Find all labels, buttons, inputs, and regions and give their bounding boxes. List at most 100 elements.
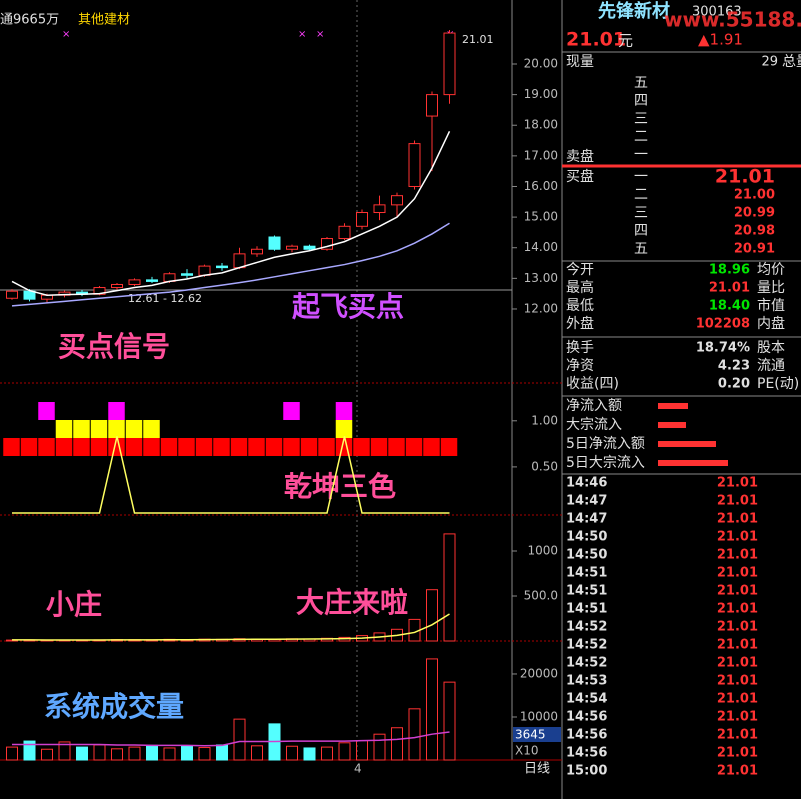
ma-line bbox=[12, 613, 450, 641]
label: 买盘 bbox=[566, 168, 594, 185]
range-label: 12.61 - 12.62 bbox=[128, 292, 202, 305]
volume-bar bbox=[198, 747, 211, 761]
candle-body bbox=[6, 290, 18, 299]
volume-bar bbox=[76, 746, 88, 761]
sector-label: 其他建材 bbox=[78, 13, 130, 28]
annotation: 大庄来啦 bbox=[296, 586, 408, 619]
stat-label: 内盘 bbox=[757, 315, 785, 332]
volume-bar bbox=[6, 746, 18, 761]
candle-body bbox=[338, 225, 351, 240]
volume-bar bbox=[391, 727, 403, 761]
red-square bbox=[160, 438, 178, 456]
label: 现量 bbox=[566, 54, 594, 70]
stat-value: 21.01 bbox=[709, 281, 750, 296]
price-unit: 元 bbox=[618, 32, 633, 50]
signal-cross: × bbox=[316, 29, 324, 40]
tick-price: 21.01 bbox=[717, 530, 758, 545]
red-square bbox=[125, 438, 143, 456]
stock-code: 300163 bbox=[692, 5, 742, 20]
red-square bbox=[90, 438, 108, 456]
volume-bar bbox=[216, 744, 228, 761]
stat-label: 均价 bbox=[757, 262, 785, 278]
y-tick-label: 1.00 bbox=[531, 413, 558, 427]
flow-label: 5日净流入额 bbox=[566, 436, 645, 452]
ma-line bbox=[12, 731, 450, 747]
volume-bar bbox=[146, 744, 158, 761]
sell-level: 四 bbox=[634, 93, 648, 109]
red-square bbox=[265, 438, 283, 456]
stat-value: 18.40 bbox=[709, 299, 750, 314]
red-square bbox=[178, 438, 195, 456]
y-tick-label: 1000 bbox=[527, 544, 558, 558]
ma-line bbox=[12, 436, 450, 514]
y-tick-label: 12.00 bbox=[524, 301, 558, 315]
yellow-square bbox=[55, 420, 73, 438]
stat-label: 收益(四) bbox=[566, 376, 619, 392]
buy-price: 20.91 bbox=[734, 242, 775, 257]
flow-bar bbox=[658, 403, 688, 409]
tick-time: 14:51 bbox=[566, 602, 607, 617]
ma-line bbox=[11, 222, 450, 307]
tick-time: 14:56 bbox=[566, 746, 607, 761]
y-tick-label: 0.50 bbox=[531, 459, 558, 473]
dealer-bar bbox=[426, 589, 438, 642]
tick-price: 21.01 bbox=[717, 584, 758, 599]
y-tick-label: 10000 bbox=[520, 709, 558, 723]
candle-body bbox=[408, 143, 421, 187]
tick-time: 14:50 bbox=[566, 548, 607, 563]
sell-level: 二 bbox=[634, 129, 648, 145]
y-tick-label: 14.00 bbox=[524, 240, 558, 254]
y-tick-label: 16.00 bbox=[524, 179, 558, 193]
tick-price: 21.01 bbox=[717, 512, 758, 527]
y-tick-label: 17.00 bbox=[524, 148, 558, 162]
y-tick-label: 500.0 bbox=[524, 589, 558, 603]
magenta-square bbox=[108, 402, 125, 420]
stat-label: 量比 bbox=[757, 280, 785, 296]
price: 21.01 bbox=[566, 29, 626, 51]
tick-time: 14:54 bbox=[566, 692, 607, 707]
quote-panel: 先锋新材300163www.55188.com21.01元▲1.91现量29总量… bbox=[562, 0, 801, 779]
y-tick-label: 13.00 bbox=[524, 271, 558, 285]
watermark: www.55188.com bbox=[664, 8, 801, 32]
annotation: 小庄 bbox=[46, 588, 102, 621]
tick-time: 14:50 bbox=[566, 530, 607, 545]
candle-body bbox=[286, 245, 298, 250]
tick-price: 21.01 bbox=[717, 548, 758, 563]
y-tick-label: 20.00 bbox=[524, 56, 558, 70]
stat-value: 4.23 bbox=[718, 359, 750, 374]
sell-level: 三 bbox=[634, 111, 648, 127]
red-square bbox=[440, 438, 458, 456]
yellow-square bbox=[335, 420, 353, 438]
stat-value: 0.20 bbox=[718, 377, 750, 392]
sell-level: 五 bbox=[634, 75, 648, 91]
red-square bbox=[405, 438, 423, 456]
buy-level: 一 bbox=[634, 169, 648, 185]
tick-time: 14:56 bbox=[566, 710, 607, 725]
stat-label: 市值 bbox=[757, 297, 785, 314]
candle-body bbox=[251, 248, 263, 255]
tick-price: 21.01 bbox=[717, 566, 758, 581]
flow-bar bbox=[658, 441, 716, 447]
candle-body bbox=[391, 195, 403, 206]
volume-bar bbox=[426, 658, 438, 761]
tick-price: 21.01 bbox=[717, 764, 758, 779]
candle-body bbox=[426, 94, 438, 117]
red-square bbox=[388, 438, 405, 456]
yellow-square bbox=[125, 420, 143, 438]
volume-bar bbox=[163, 747, 176, 761]
stat-label: 股本 bbox=[757, 340, 785, 356]
tick-price: 21.01 bbox=[717, 746, 758, 761]
magenta-square bbox=[38, 402, 55, 420]
candle-body bbox=[198, 265, 211, 276]
volume-bar bbox=[251, 745, 263, 761]
stat-label: 换手 bbox=[566, 339, 594, 356]
buy-price: 20.98 bbox=[734, 224, 775, 239]
red-square bbox=[143, 438, 160, 456]
volume-bar bbox=[443, 681, 456, 761]
tick-time: 14:46 bbox=[566, 476, 607, 491]
candle-body bbox=[321, 238, 333, 250]
tick-time: 14:53 bbox=[566, 674, 607, 689]
red-square bbox=[55, 438, 73, 456]
tick-price: 21.01 bbox=[717, 656, 758, 671]
